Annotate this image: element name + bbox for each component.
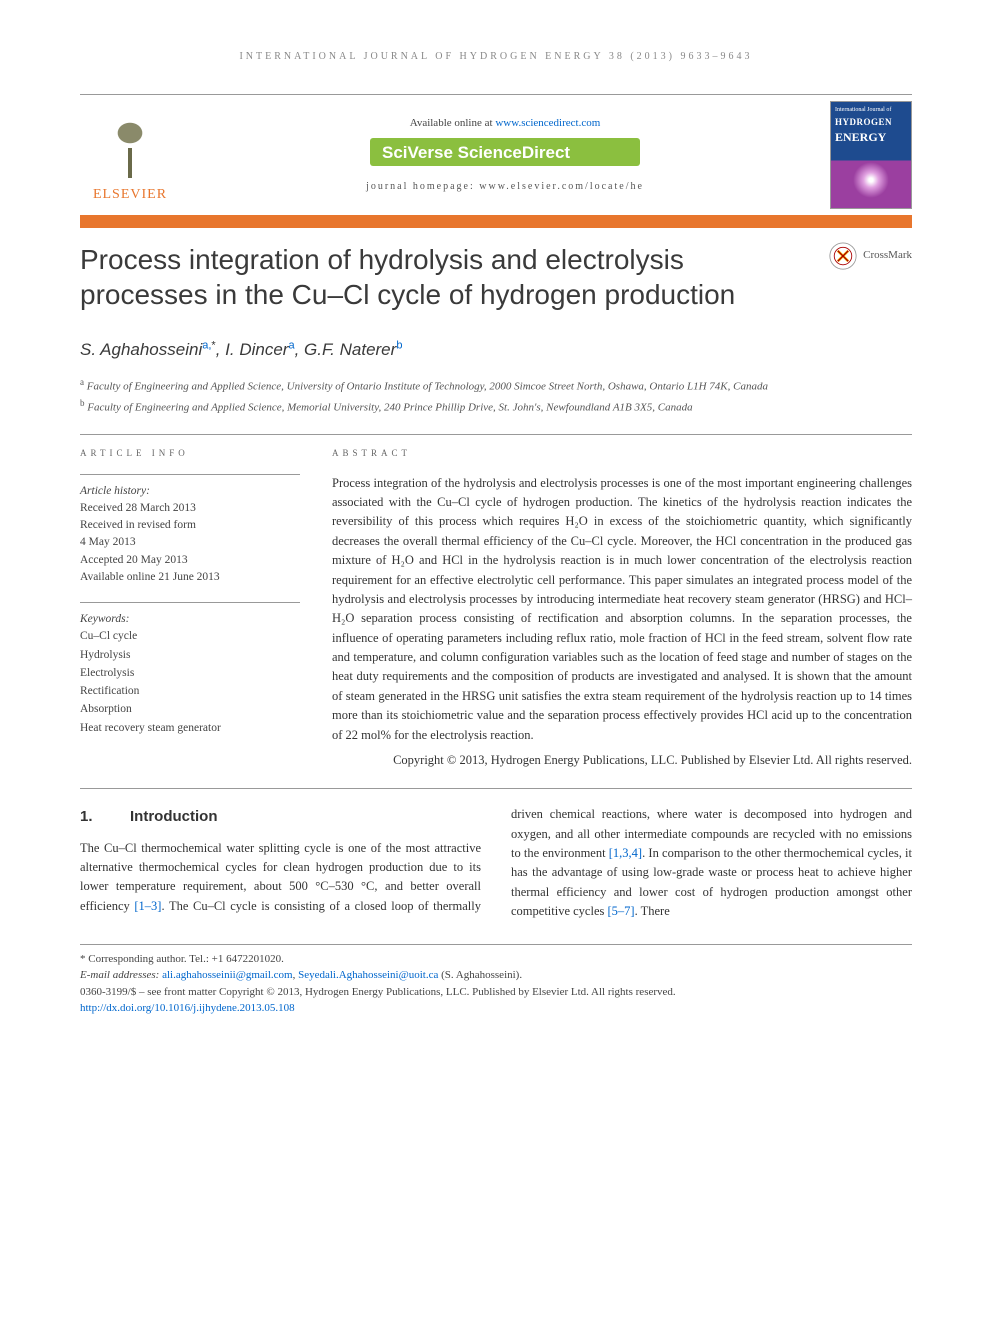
elsevier-tree-icon (90, 113, 170, 183)
keyword: Electrolysis (80, 665, 300, 682)
keyword: Cu–Cl cycle (80, 628, 300, 645)
doi-link[interactable]: http://dx.doi.org/10.1016/j.ijhydene.201… (80, 1002, 295, 1014)
keywords-list: Cu–Cl cycle Hydrolysis Electrolysis Rect… (80, 628, 300, 737)
cover-graphic-icon (853, 162, 889, 198)
sciencedirect-link[interactable]: www.sciencedirect.com (495, 117, 600, 129)
keyword: Heat recovery steam generator (80, 720, 300, 737)
introduction-section: 1.Introduction The Cu–Cl thermochemical … (80, 805, 912, 921)
abstract-body: Process integration of the hydrolysis an… (332, 474, 912, 745)
running-head: INTERNATIONAL JOURNAL OF HYDROGEN ENERGY… (80, 50, 912, 64)
keyword: Absorption (80, 701, 300, 718)
corresponding-author: * Corresponding author. Tel.: +1 6472201… (80, 951, 912, 968)
svg-text:SciVerse ScienceDirect: SciVerse ScienceDirect (382, 143, 570, 162)
affiliation-b: b Faculty of Engineering and Applied Sci… (80, 397, 912, 416)
orange-divider-bar (80, 215, 912, 228)
keyword: Hydrolysis (80, 647, 300, 664)
history-revised-line1: Received in revised form (80, 519, 196, 531)
keywords-label: Keywords: (80, 613, 129, 625)
email-label: E-mail addresses: (80, 969, 162, 981)
issn-line: 0360-3199/$ – see front matter Copyright… (80, 984, 912, 1001)
affiliation-b-text: Faculty of Engineering and Applied Scien… (87, 402, 692, 414)
intro-heading-text: Introduction (130, 808, 217, 825)
email-link-2[interactable]: Seyedali.Aghahosseini@uoit.ca (298, 969, 438, 981)
citation-link[interactable]: [1–3] (134, 899, 161, 913)
divider (80, 788, 912, 789)
keywords-block: Keywords: Cu–Cl cycle Hydrolysis Electro… (80, 602, 300, 737)
available-prefix: Available online at (410, 117, 496, 129)
intro-text-1b: . The Cu–Cl cycle is consisting of a clo… (161, 899, 481, 913)
author-1-corr: * (211, 339, 215, 351)
sciverse-badge-icon: SciVerse ScienceDirect (370, 138, 640, 166)
history-online: Available online 21 June 2013 (80, 571, 220, 583)
page-footer: * Corresponding author. Tel.: +1 6472201… (80, 944, 912, 1017)
author-3-aff: b (396, 339, 402, 351)
cover-line3: ENERGY (835, 129, 907, 146)
author-2: I. Dincer (225, 340, 288, 359)
author-3: G.F. Naterer (304, 340, 396, 359)
citation-link[interactable]: [5–7] (608, 904, 635, 918)
cover-line1: International Journal of (835, 106, 907, 114)
history-revised-line2: 4 May 2013 (80, 536, 136, 548)
history-accepted: Accepted 20 May 2013 (80, 554, 188, 566)
abstract-copyright: Copyright © 2013, Hydrogen Energy Public… (332, 751, 912, 770)
article-info-column: ARTICLE INFO Article history: Received 2… (80, 447, 300, 770)
intro-number: 1. (80, 805, 130, 828)
affiliation-a-text: Faculty of Engineering and Applied Scien… (87, 380, 768, 392)
citation-link[interactable]: [1,3,4] (609, 846, 642, 860)
authors-line: S. Aghahosseinia,*, I. Dincera, G.F. Nat… (80, 338, 912, 362)
article-info-heading: ARTICLE INFO (80, 447, 300, 460)
history-label: Article history: (80, 485, 150, 497)
keyword: Rectification (80, 683, 300, 700)
article-history-block: Article history: Received 28 March 2013 … (80, 474, 300, 587)
elsevier-wordmark: ELSEVIER (93, 185, 167, 205)
intro-text-2c: . There (635, 904, 670, 918)
journal-homepage: journal homepage: www.elsevier.com/locat… (190, 180, 820, 194)
email-suffix: (S. Aghahosseini). (438, 969, 522, 981)
intro-heading: 1.Introduction (80, 805, 481, 828)
available-online-line: Available online at www.sciencedirect.co… (190, 116, 820, 131)
abstract-heading: ABSTRACT (332, 447, 912, 460)
author-2-aff: a (288, 339, 294, 351)
article-title: Process integration of hydrolysis and el… (80, 242, 780, 312)
crossmark-label: CrossMark (863, 248, 912, 263)
author-1: S. Aghahosseini (80, 340, 202, 359)
journal-cover-thumbnail: International Journal of HYDROGEN ENERGY (830, 101, 912, 209)
history-received: Received 28 March 2013 (80, 502, 196, 514)
affiliation-a: a Faculty of Engineering and Applied Sci… (80, 376, 912, 395)
divider (80, 434, 912, 435)
email-link-1[interactable]: ali.aghahosseinii@gmail.com (162, 969, 293, 981)
cover-line2: HYDROGEN (835, 116, 907, 129)
journal-header: ELSEVIER Available online at www.science… (80, 94, 912, 209)
elsevier-logo: ELSEVIER (80, 105, 180, 205)
crossmark-badge[interactable]: CrossMark (829, 242, 912, 270)
abstract-column: ABSTRACT Process integration of the hydr… (332, 447, 912, 770)
header-center: Available online at www.sciencedirect.co… (180, 116, 830, 193)
email-line: E-mail addresses: ali.aghahosseinii@gmai… (80, 967, 912, 984)
crossmark-icon (829, 242, 857, 270)
